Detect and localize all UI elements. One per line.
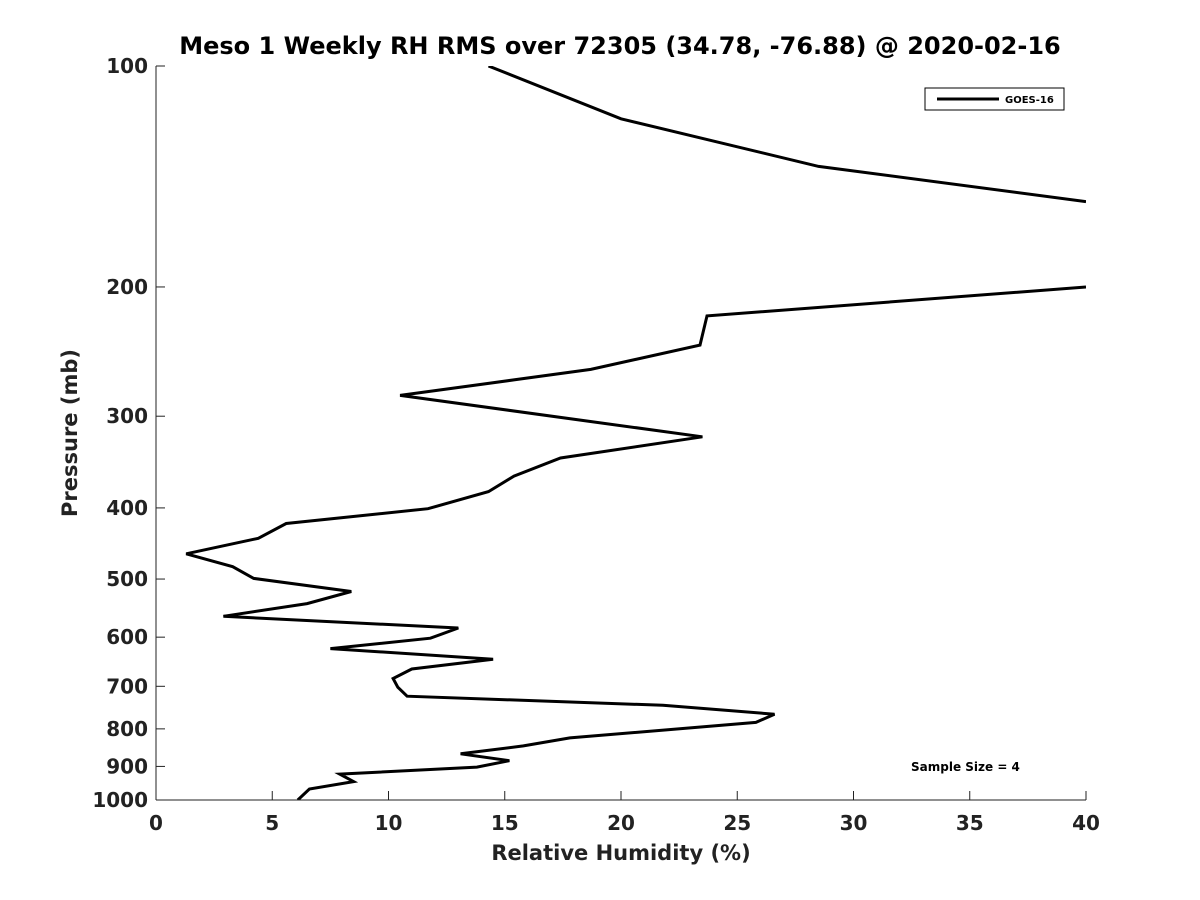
- x-tick-label: 0: [149, 811, 163, 835]
- y-tick-label: 500: [106, 567, 148, 591]
- legend: GOES-16: [924, 87, 1065, 111]
- x-tick-label: 20: [607, 811, 635, 835]
- x-tick-label: 5: [265, 811, 279, 835]
- y-tick-label: 200: [106, 275, 148, 299]
- x-tick-label: 35: [956, 811, 984, 835]
- series-line-goes-16: [185, 66, 1086, 800]
- x-tick-label: 25: [723, 811, 751, 835]
- y-tick-label: 100: [106, 54, 148, 78]
- y-tick-label: 600: [106, 625, 148, 649]
- y-tick-label: 700: [106, 674, 148, 698]
- chart-title: Meso 1 Weekly RH RMS over 72305 (34.78, …: [179, 32, 1061, 60]
- y-tick-label: 400: [106, 496, 148, 520]
- x-tick-label: 10: [375, 811, 403, 835]
- y-tick-label: 300: [106, 404, 148, 428]
- x-axis-label: Relative Humidity (%): [491, 841, 750, 865]
- legend-label-goes-16: GOES-16: [1005, 95, 1054, 106]
- sample-size-annotation: Sample Size = 4: [911, 760, 1020, 774]
- y-tick-label: 800: [106, 717, 148, 741]
- x-tick-label: 40: [1072, 811, 1100, 835]
- y-tick-label: 900: [106, 754, 148, 778]
- y-axis-label: Pressure (mb): [58, 349, 82, 517]
- x-tick-label: 15: [491, 811, 519, 835]
- y-tick-label: 1000: [92, 788, 148, 812]
- x-tick-label: 30: [840, 811, 868, 835]
